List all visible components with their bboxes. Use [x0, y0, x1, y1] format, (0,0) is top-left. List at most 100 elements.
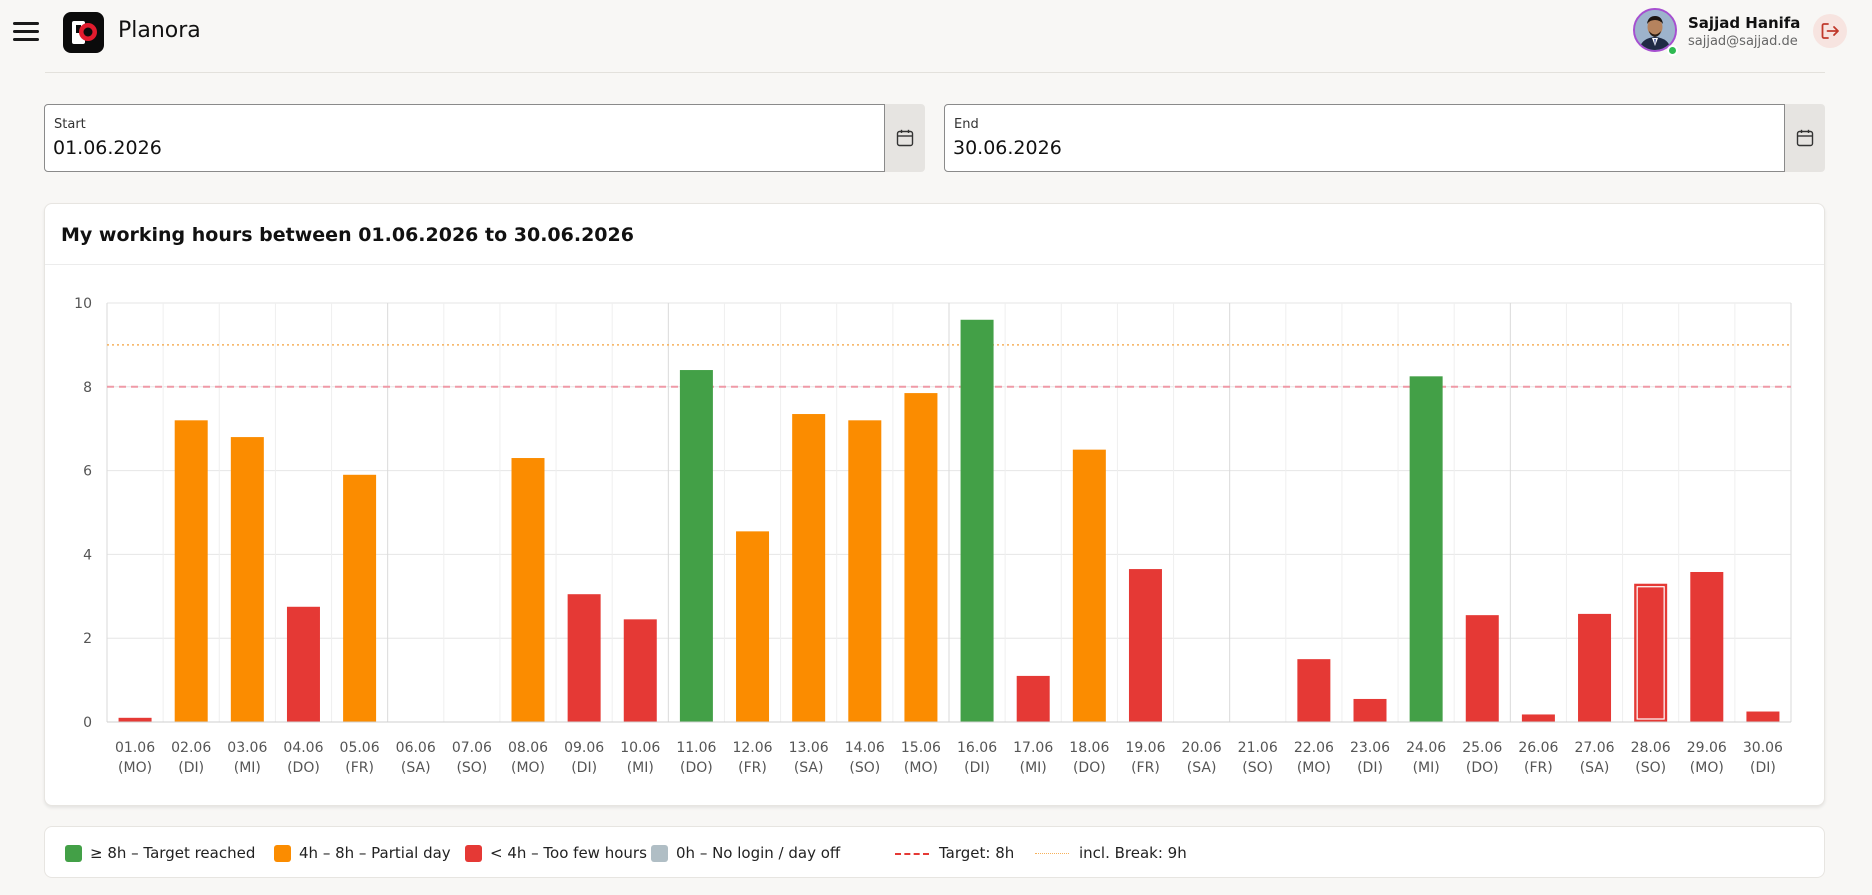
- x-tick-date: 27.06: [1574, 740, 1614, 756]
- x-tick-weekday: (MO): [904, 760, 938, 776]
- x-tick-weekday: (DO): [680, 760, 713, 776]
- y-tick-label: 6: [83, 464, 92, 480]
- x-tick-weekday: (SO): [456, 760, 487, 776]
- x-tick-date: 28.06: [1631, 740, 1671, 756]
- end-date-label: End: [954, 117, 979, 132]
- bar: [174, 420, 208, 722]
- legend-label: 0h – No login / day off: [676, 844, 841, 862]
- x-tick-weekday: (SA): [794, 760, 824, 776]
- bar: [1297, 659, 1331, 722]
- x-tick-date: 22.06: [1294, 740, 1334, 756]
- bar: [1465, 615, 1499, 722]
- bar: [1128, 569, 1162, 722]
- x-tick-weekday: (SO): [1242, 760, 1273, 776]
- x-tick-weekday: (MO): [1690, 760, 1724, 776]
- legend-label: 4h – 8h – Partial day: [299, 844, 451, 862]
- legend-target-line: [895, 853, 929, 855]
- bar: [511, 458, 545, 722]
- legend-swatch: [65, 845, 82, 862]
- x-tick-weekday: (SA): [1580, 760, 1610, 776]
- x-tick-date: 21.06: [1238, 740, 1278, 756]
- x-tick-weekday: (SA): [1187, 760, 1217, 776]
- bar: [1409, 376, 1443, 722]
- x-tick-date: 12.06: [732, 740, 772, 756]
- x-tick-date: 13.06: [789, 740, 829, 756]
- legend-label: < 4h – Too few hours: [490, 844, 647, 862]
- x-tick-date: 14.06: [845, 740, 885, 756]
- bar: [792, 414, 826, 722]
- x-tick-date: 06.06: [396, 740, 436, 756]
- bar: [623, 619, 657, 722]
- x-tick-weekday: (DO): [287, 760, 320, 776]
- x-tick-date: 16.06: [957, 740, 997, 756]
- legend-swatch: [651, 845, 668, 862]
- x-tick-date: 02.06: [171, 740, 211, 756]
- bar: [1578, 613, 1612, 722]
- bar: [1634, 583, 1668, 722]
- x-tick-weekday: (DI): [964, 760, 990, 776]
- x-tick-weekday: (MI): [627, 760, 654, 776]
- chart-title: My working hours between 01.06.2026 to 3…: [61, 224, 634, 246]
- working-hours-chart: 0 2 4 6 8 10 01.06 (MO) 02.06 (DI) 03.06 (MI) 04.06 (…: [74, 296, 1792, 776]
- x-tick-weekday: (MI): [1020, 760, 1047, 776]
- end-date-input[interactable]: [953, 137, 1553, 159]
- logout-button[interactable]: [1813, 14, 1847, 48]
- bar-highlight-outline: [1636, 586, 1665, 720]
- x-tick-date: 29.06: [1687, 740, 1727, 756]
- x-tick-weekday: (FR): [1131, 760, 1160, 776]
- x-tick-weekday: (SA): [401, 760, 431, 776]
- x-tick-weekday: (DI): [1750, 760, 1776, 776]
- legend-label: Target: 8h: [939, 844, 1015, 862]
- start-date-picker-button[interactable]: [885, 104, 925, 172]
- x-tick-weekday: (FR): [738, 760, 767, 776]
- legend-break-line: [1035, 853, 1069, 854]
- x-tick-weekday: (FR): [345, 760, 374, 776]
- x-tick-weekday: (DI): [1357, 760, 1383, 776]
- x-tick-date: 10.06: [620, 740, 660, 756]
- end-date-picker-button[interactable]: [1785, 104, 1825, 172]
- bar: [1016, 675, 1050, 722]
- hamburger-icon[interactable]: [13, 22, 39, 42]
- bar: [567, 594, 601, 722]
- calendar-icon: [1796, 129, 1814, 147]
- top-bar: Planora Sajjad Hanifa sajjad@sajjad.de: [0, 0, 1872, 64]
- bar: [736, 531, 770, 722]
- x-tick-weekday: (MO): [118, 760, 152, 776]
- calendar-icon: [896, 129, 914, 147]
- x-tick-date: 04.06: [283, 740, 323, 756]
- start-date-field[interactable]: Start: [44, 104, 885, 172]
- x-tick-date: 07.06: [452, 740, 492, 756]
- bar: [1353, 698, 1387, 722]
- x-tick-date: 25.06: [1462, 740, 1502, 756]
- x-tick-date: 08.06: [508, 740, 548, 756]
- bar: [118, 717, 152, 722]
- x-tick-date: 30.06: [1743, 740, 1783, 756]
- legend-label: incl. Break: 9h: [1079, 844, 1187, 862]
- bar: [343, 474, 377, 722]
- x-tick-date: 18.06: [1069, 740, 1109, 756]
- x-tick-weekday: (MO): [511, 760, 545, 776]
- x-tick-date: 11.06: [676, 740, 716, 756]
- start-date-input[interactable]: [53, 137, 653, 159]
- user-email: sajjad@sajjad.de: [1688, 34, 1798, 49]
- x-tick-date: 23.06: [1350, 740, 1390, 756]
- bar: [230, 437, 264, 722]
- card-divider: [45, 264, 1824, 265]
- x-tick-weekday: (MO): [1297, 760, 1331, 776]
- bar: [1521, 714, 1555, 722]
- planora-logo[interactable]: [63, 12, 104, 53]
- x-tick-weekday: (SO): [849, 760, 880, 776]
- x-tick-date: 01.06: [115, 740, 155, 756]
- avatar[interactable]: [1633, 8, 1677, 52]
- x-tick-weekday: (MI): [234, 760, 261, 776]
- y-tick-label: 0: [83, 715, 92, 731]
- x-tick-weekday: (DI): [178, 760, 204, 776]
- bar: [286, 606, 320, 722]
- x-tick-weekday: (DO): [1466, 760, 1499, 776]
- end-date-field[interactable]: End: [944, 104, 1785, 172]
- x-tick-weekday: (SO): [1635, 760, 1666, 776]
- y-tick-label: 10: [74, 296, 92, 312]
- bar: [1072, 449, 1106, 722]
- bar: [960, 319, 994, 722]
- x-tick-weekday: (DO): [1073, 760, 1106, 776]
